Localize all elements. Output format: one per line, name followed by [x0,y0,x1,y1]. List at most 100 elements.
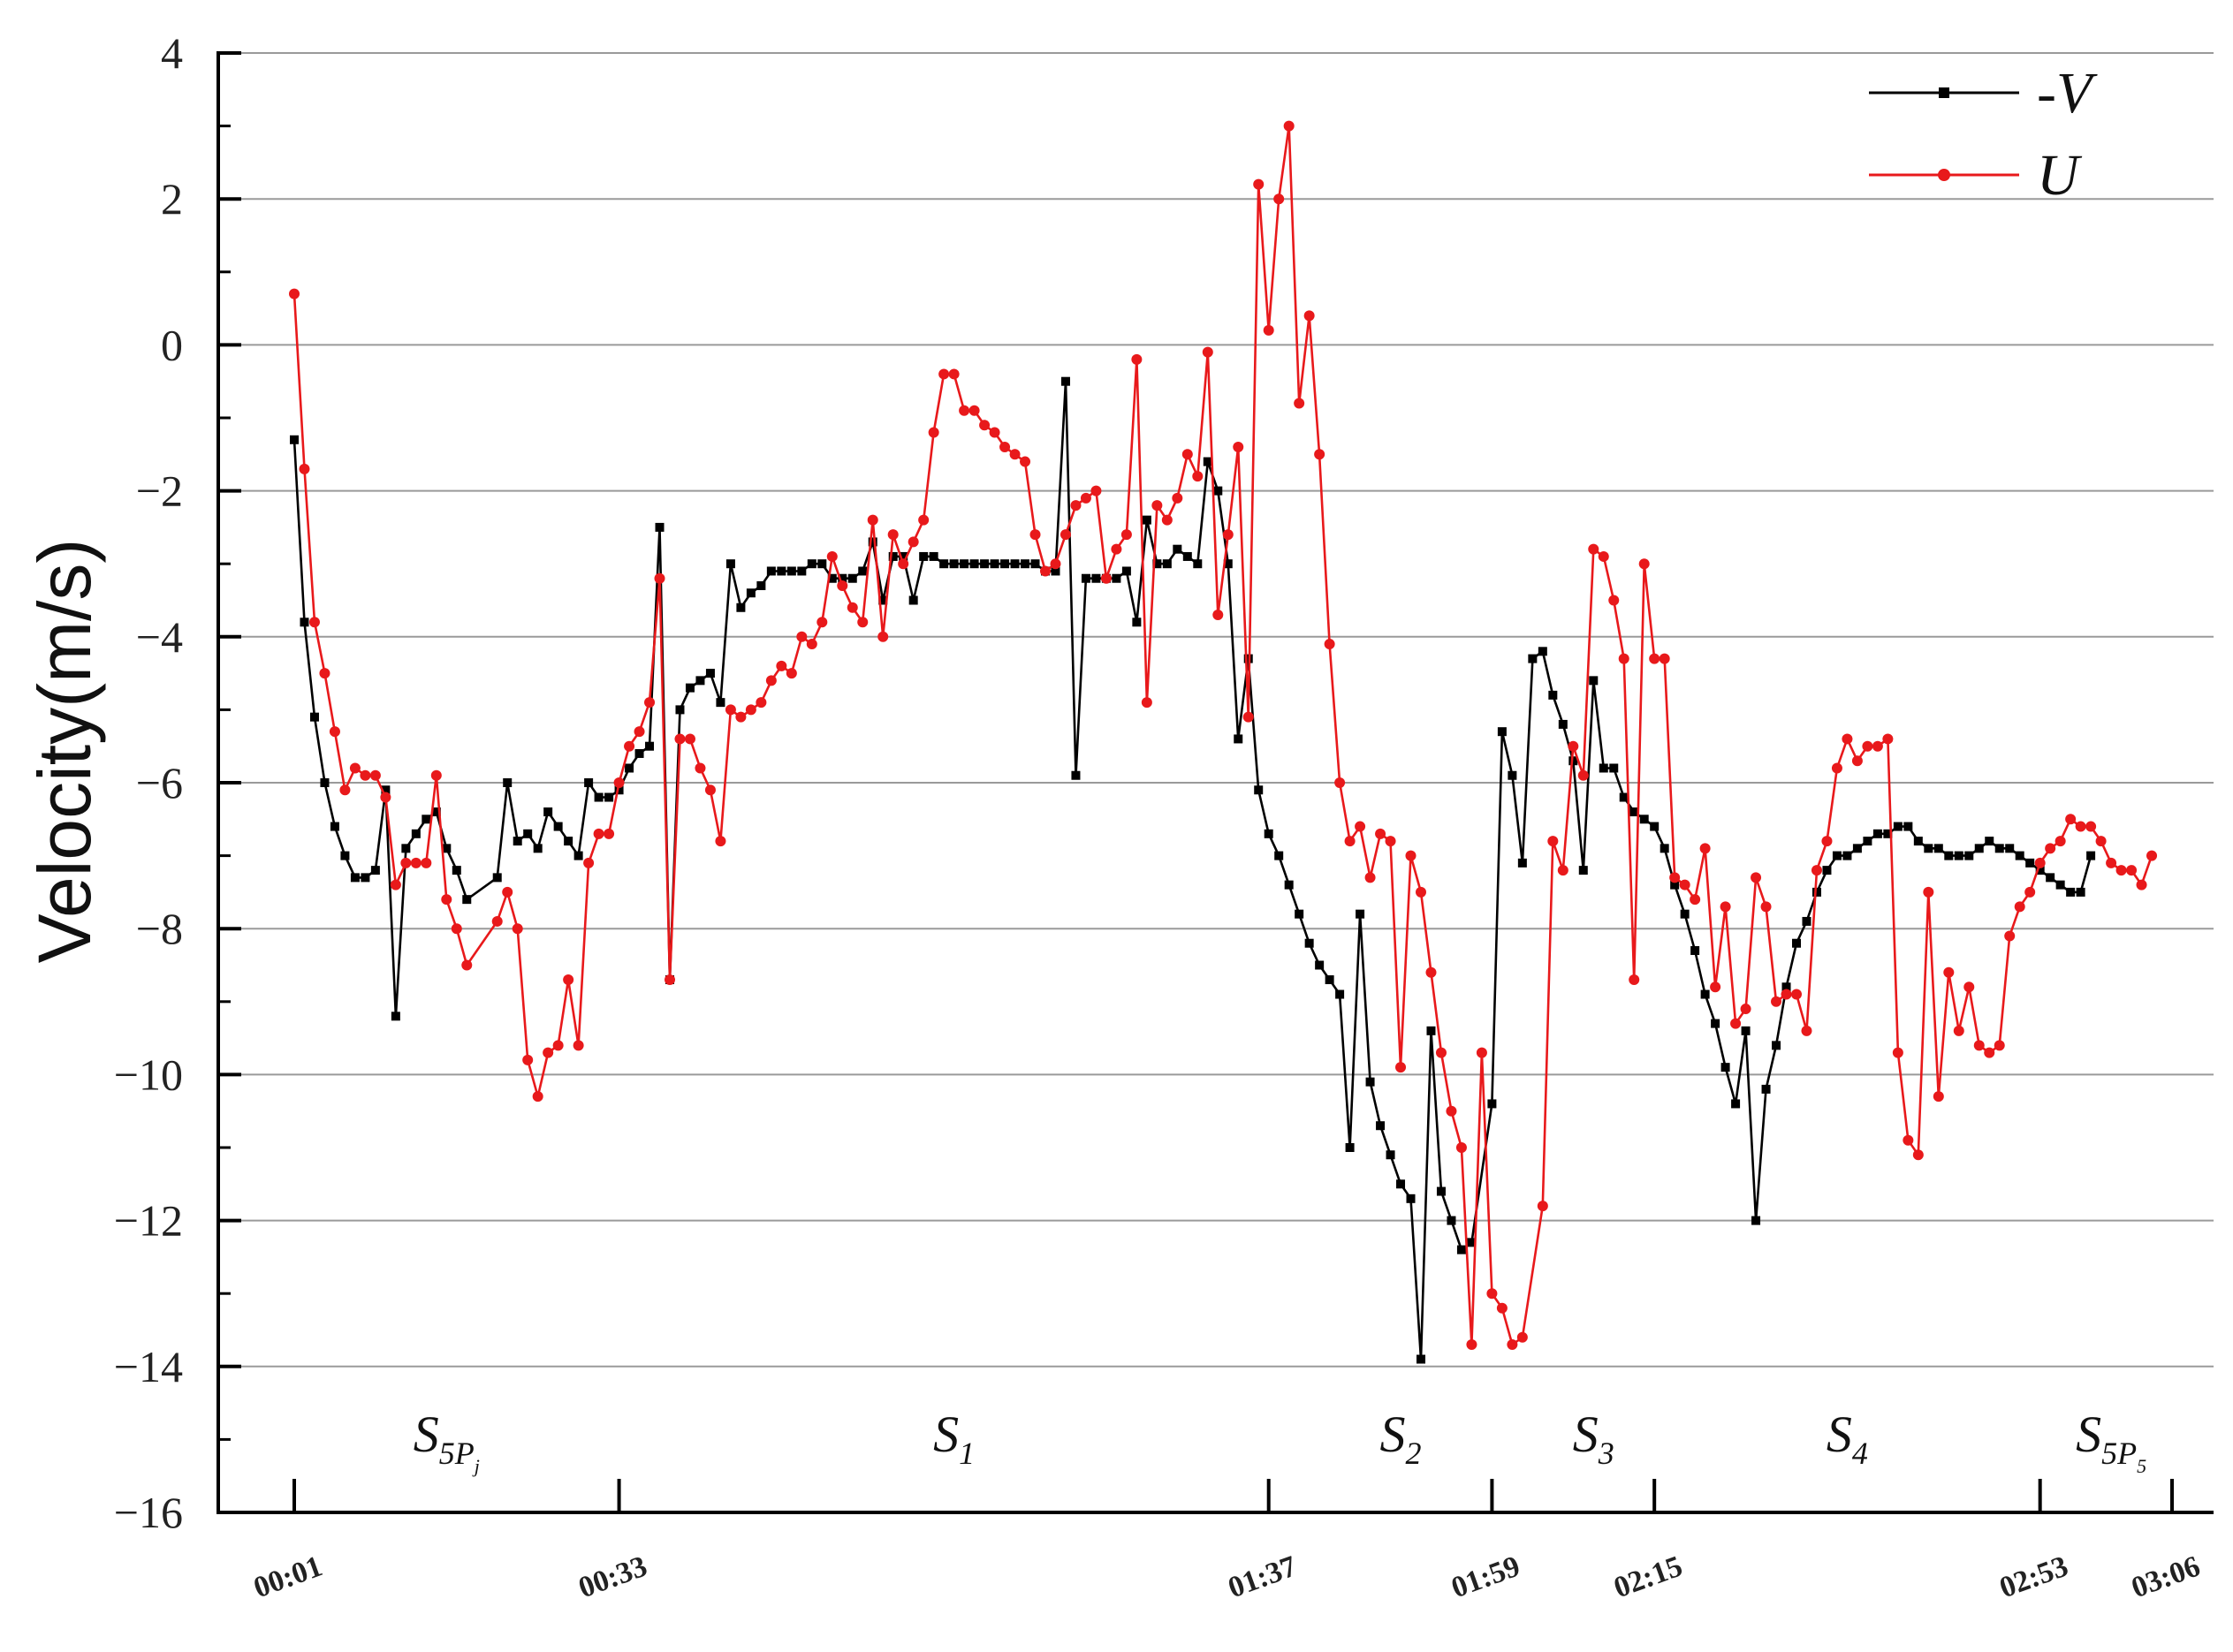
data-point [2014,901,2025,913]
data-point [2045,843,2056,854]
data-point [502,886,513,898]
data-point [1649,653,1660,664]
data-point [1142,515,1151,525]
data-point [1598,550,1609,562]
data-point [838,573,847,583]
data-point [1376,1121,1386,1131]
data-point [1608,595,1620,606]
data-point [1599,763,1608,773]
data-point [330,822,339,831]
data-point [1182,551,1192,561]
data-point [999,442,1011,453]
data-point [1051,566,1060,576]
data-point [1040,565,1051,577]
data-point [1395,1062,1407,1073]
data-point [1455,1142,1467,1153]
phase-label: S5Pj [414,1406,480,1477]
data-point [807,559,816,569]
data-point [1132,618,1142,627]
data-point [1984,1047,1995,1058]
data-point [959,405,970,416]
data-point [756,697,767,709]
data-point [1872,740,1883,752]
data-point [320,778,330,787]
data-point [1120,529,1132,541]
data-point [990,559,999,569]
data-point [1456,1245,1466,1254]
data-point [1589,676,1599,686]
data-point [369,769,381,781]
data-point [969,559,979,569]
data-point [1842,733,1853,745]
data-point [522,1054,534,1065]
data-point [695,676,705,686]
data-point [319,668,330,679]
data-point [1802,916,1811,926]
data-point [989,427,1000,438]
data-point [918,514,930,526]
data-point [1405,850,1417,861]
data-point [1172,492,1183,504]
data-point [1010,559,1020,569]
data-point [1557,865,1568,876]
data-point [2066,887,2076,897]
data-point [360,769,371,781]
data-point [685,683,695,693]
data-point [1811,887,1821,897]
data-point [1446,1105,1457,1117]
data-point [1710,981,1721,993]
data-point [1954,851,1963,860]
data-point [1923,886,1934,898]
data-point [1730,1018,1742,1029]
series-line [292,125,2153,1346]
data-point [1263,324,1274,336]
data-point [1720,1063,1730,1072]
data-point [736,602,746,612]
data-point [1964,851,1974,860]
data-point [1883,829,1893,838]
data-point [441,894,452,906]
data-point [1486,1288,1498,1300]
data-point [746,588,756,598]
data-point [390,879,401,890]
x-tick-label: 01:59 [1447,1550,1524,1604]
data-point [512,923,523,935]
data-point [451,923,462,935]
data-point [1548,690,1558,700]
data-point [309,712,319,722]
phase-label: S3 [1573,1406,1614,1471]
data-point [1161,514,1173,526]
data-point [786,668,797,679]
data-point [1202,346,1213,358]
data-point [1650,822,1660,831]
data-point [613,777,625,788]
data-point [2106,857,2117,868]
data-point [308,617,320,628]
y-tick-labels: −16 −14 −12 −10 −8 −6 −4 −2 0 2 4 [114,28,183,1537]
data-point [786,566,796,576]
data-point [826,550,838,562]
x-tick-label: 03:06 [2127,1550,2204,1604]
data-point [492,873,502,883]
data-point [2115,865,2127,876]
data-point [1497,727,1507,737]
data-point [1325,975,1334,985]
data-point [908,536,919,548]
data-point [543,807,553,817]
data-point [1507,1339,1518,1351]
data-point [1973,1040,1985,1051]
data-point [604,792,614,802]
series [289,120,2158,1364]
data-point [675,705,685,715]
data-point [1344,836,1356,847]
data-point [1933,1091,1944,1103]
data-point [1912,1149,1924,1161]
data-point [2005,844,2015,853]
data-point [1588,543,1599,555]
data-point [1690,945,1700,955]
data-point [634,748,644,758]
data-point [1781,982,1791,992]
data-point [1081,573,1090,583]
data-point [1577,769,1589,781]
data-point [1660,844,1669,853]
